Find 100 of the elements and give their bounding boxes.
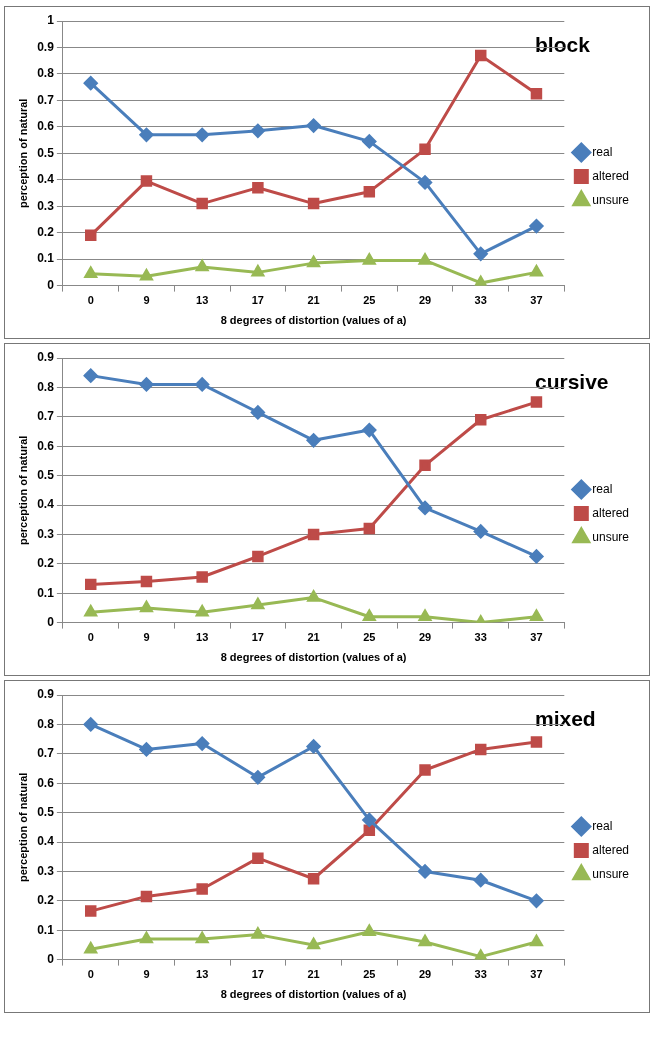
y-tick-label: 0.1: [37, 251, 55, 266]
y-tick-label: 0.2: [37, 224, 55, 239]
point: [307, 937, 320, 950]
point: [307, 590, 320, 602]
point: [195, 932, 209, 944]
legend-label: real: [592, 481, 613, 496]
point: [419, 459, 431, 472]
legend-label: altered: [592, 168, 630, 183]
point: [85, 905, 97, 917]
legend-label: unsure: [592, 866, 630, 881]
point: [252, 181, 264, 194]
x-tick-label: 29: [418, 294, 432, 307]
y-tick-label: 0: [47, 277, 55, 292]
point: [195, 736, 210, 751]
point: [251, 597, 265, 610]
x-tick-label: 33: [474, 968, 487, 981]
y-tick-label: 1: [47, 13, 55, 28]
x-tick-label: 0: [87, 631, 94, 644]
x-axis-title: 8 degrees of distortion (values of a): [220, 988, 407, 1001]
point: [473, 246, 488, 261]
point: [140, 890, 153, 903]
point: [195, 260, 209, 272]
x-tick-label: 9: [143, 294, 150, 307]
y-tick-label: 0.4: [37, 834, 55, 849]
y-tick-label: 0.6: [37, 438, 55, 453]
y-tick-label: 0.7: [37, 746, 55, 761]
point: [307, 197, 320, 210]
x-tick-label: 13: [196, 294, 209, 307]
point: [140, 575, 153, 588]
point: [418, 609, 432, 621]
point: [306, 433, 321, 448]
point: [362, 812, 377, 827]
x-tick-label: 17: [251, 631, 265, 644]
x-tick-label: 17: [251, 294, 265, 307]
y-tick-label: 0: [47, 951, 55, 966]
y-axis-title: perception of natural: [16, 98, 29, 208]
point: [363, 609, 376, 621]
point: [473, 524, 488, 539]
text: block: [535, 33, 590, 57]
point: [363, 824, 376, 836]
point: [419, 143, 431, 156]
y-tick-label: 0: [47, 614, 55, 629]
point: [252, 550, 264, 563]
y-tick-label: 0.8: [37, 716, 55, 731]
y-tick-label: 0.3: [37, 526, 55, 541]
point: [139, 742, 154, 757]
x-tick-label: 21: [307, 294, 320, 307]
x-tick-label: 25: [363, 294, 376, 307]
x-tick-label: 25: [363, 968, 376, 981]
legend-label: unsure: [592, 192, 630, 207]
x-tick-label: 9: [143, 631, 150, 644]
point: [195, 605, 209, 617]
point: [250, 770, 265, 785]
point: [251, 927, 265, 939]
x-tick-label: 29: [418, 631, 432, 644]
point: [83, 76, 98, 91]
y-tick-label: 0.3: [37, 863, 55, 878]
point: [196, 197, 208, 210]
legend-label: altered: [592, 505, 630, 520]
point: [195, 127, 210, 142]
point: [530, 88, 543, 100]
point: [252, 852, 264, 864]
point: [306, 118, 321, 133]
y-tick-label: 0.8: [37, 379, 55, 394]
y-tick-label: 0.4: [37, 497, 55, 512]
y-tick-label: 0.5: [37, 804, 55, 819]
point: [363, 522, 376, 535]
point: [529, 219, 544, 234]
point: [363, 253, 376, 265]
point: [363, 924, 376, 936]
point: [83, 368, 98, 383]
point: [418, 864, 433, 879]
point: [306, 739, 321, 754]
x-tick-label: 25: [363, 631, 376, 644]
point: [418, 934, 432, 947]
point: [473, 873, 488, 888]
point: [419, 764, 431, 776]
point: [529, 893, 544, 908]
point: [196, 883, 208, 895]
point: [84, 266, 97, 278]
point: [251, 265, 265, 277]
y-tick-label: 0.8: [37, 66, 55, 81]
x-axis-title: 8 degrees of distortion (values of a): [220, 651, 407, 664]
x-tick-label: 37: [530, 631, 543, 644]
x-tick-label: 33: [474, 294, 487, 307]
legend-label: real: [592, 818, 613, 833]
x-tick-label: 0: [87, 968, 94, 981]
x-tick-label: 13: [196, 968, 209, 981]
y-tick-label: 0.1: [37, 922, 55, 937]
y-tick-label: 0.6: [37, 119, 55, 134]
legend-label: real: [592, 144, 613, 159]
point: [474, 949, 487, 960]
y-tick-label: 0.2: [37, 893, 55, 908]
point: [85, 578, 97, 591]
x-tick-label: 37: [530, 968, 543, 981]
y-tick-label: 0.7: [37, 409, 55, 424]
x-tick-label: 21: [307, 968, 320, 981]
point: [529, 549, 544, 564]
x-tick-label: 17: [251, 968, 265, 981]
point: [83, 717, 98, 732]
